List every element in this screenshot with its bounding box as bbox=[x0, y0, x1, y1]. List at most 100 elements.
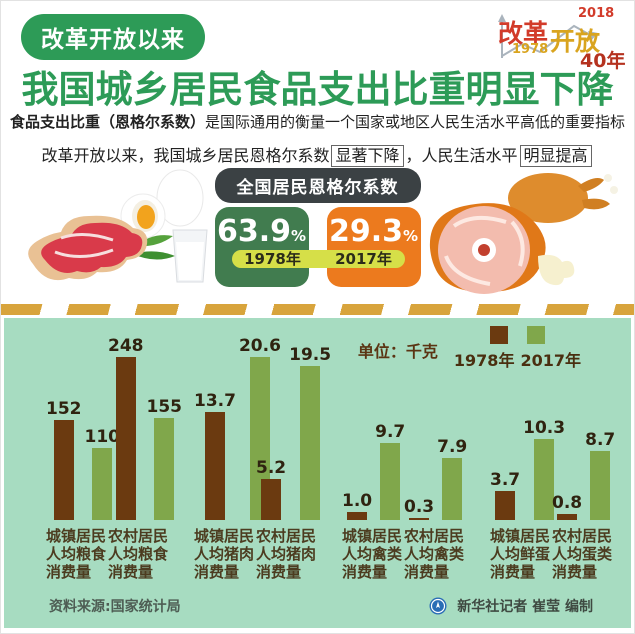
bar-value-label: 0.8 bbox=[552, 493, 583, 513]
bar-group: 13.7 20.6 城镇居民 人均猪肉 消费量 bbox=[194, 335, 281, 581]
footer: 资料来源:国家统计局 新华社记者 崔莹 编制 bbox=[4, 596, 631, 616]
logo-year-1978: 1978 bbox=[512, 42, 549, 57]
bar-group: 3.7 10.3 城镇居民 人均鲜蛋 消费量 bbox=[490, 335, 565, 581]
bar-with-value: 7.9 bbox=[437, 437, 467, 520]
engel-1978-card: 63.9% bbox=[214, 207, 309, 287]
bar-2017年 bbox=[534, 439, 555, 520]
bar-with-value: 110 bbox=[84, 427, 121, 520]
bar-cluster: 13.7 20.6 城镇居民 人均猪肉 消费量 5.2 19.5 农村居民 人均猪肉 消费… bbox=[194, 335, 331, 581]
category-label: 城镇居民 人均禽类 消费量 bbox=[342, 527, 403, 581]
bar-1978年 bbox=[347, 512, 368, 520]
trend-line-icon bbox=[498, 14, 598, 58]
bar-cluster: 1.0 9.7 城镇居民 人均禽类 消费量 0.3 7.9 农村居民 人均禽类 消费量 bbox=[342, 335, 467, 581]
bar-value-label: 155 bbox=[146, 397, 183, 417]
category-label: 农村居民 人均禽类 消费量 bbox=[404, 527, 465, 581]
bar-value-label: 0.3 bbox=[404, 497, 435, 517]
chart-legend: 单位：千克 1978年 2017年 bbox=[358, 326, 581, 371]
bar-group: 152 110 城镇居民 人均粮食 消费量 bbox=[46, 335, 120, 581]
credit-line: 新华社记者 崔莹 编制 bbox=[429, 596, 593, 616]
legend-swatch-1978 bbox=[489, 326, 508, 344]
bar-value-label: 13.7 bbox=[194, 391, 236, 411]
bar-2017年 bbox=[154, 418, 175, 520]
bar-1978年 bbox=[115, 357, 136, 520]
definition-line: 食品支出比重（恩格尔系数）是国际通用的衡量一个国家或地区人民生活水平高低的重要指… bbox=[1, 111, 634, 132]
bar-1978年 bbox=[557, 514, 578, 520]
year-1978-label: 1978年 bbox=[244, 250, 301, 268]
bar-2017年 bbox=[380, 443, 401, 520]
bar-group: 0.8 8.7 农村居民 人均蛋类 消费量 bbox=[552, 335, 616, 581]
bar-value-label: 8.7 bbox=[585, 430, 616, 450]
bar-value-label: 1.0 bbox=[342, 491, 373, 511]
engel-1978-number: 63.9 bbox=[216, 214, 291, 249]
bar-with-value: 0.3 bbox=[404, 497, 434, 520]
bar-cluster: 152 110 城镇居民 人均粮食 消费量 248 155 农村居民 人均粮食 消费量 bbox=[46, 335, 182, 581]
bar-group: 248 155 农村居民 人均粮食 消费量 bbox=[108, 335, 182, 581]
percent-sign: % bbox=[291, 227, 307, 245]
food-illustration-left bbox=[28, 169, 208, 283]
bar-value-label: 7.9 bbox=[437, 437, 468, 457]
engel-1978-value: 63.9% bbox=[215, 214, 309, 249]
xinhua-logo-icon bbox=[429, 597, 447, 615]
bar-group: 0.3 7.9 农村居民 人均禽类 消费量 bbox=[404, 335, 467, 581]
bar-value-label: 3.7 bbox=[490, 470, 521, 490]
legend-label-1978: 1978年 bbox=[453, 351, 515, 370]
data-source: 资料来源:国家统计局 bbox=[49, 599, 181, 615]
engel-2017-number: 29.3 bbox=[328, 214, 403, 249]
bar-with-value: 3.7 bbox=[490, 470, 520, 520]
logo-word-gaige: 改革 bbox=[498, 19, 549, 48]
bar-1978年 bbox=[409, 518, 430, 520]
category-label: 城镇居民 人均猪肉 消费量 bbox=[194, 527, 255, 581]
unit-label: 单位：千克 bbox=[357, 342, 438, 361]
engel-values: 63.9% 29.3% 1978年 2017年 bbox=[214, 207, 421, 287]
bar-with-value: 9.7 bbox=[375, 422, 405, 520]
bar-with-value: 248 bbox=[108, 336, 144, 520]
percent-sign: % bbox=[403, 227, 419, 245]
bar-group: 5.2 19.5 农村居民 人均猪肉 消费量 bbox=[256, 335, 331, 581]
engel-2017-card: 29.3% bbox=[326, 207, 421, 287]
summary-mid: ，人民生活水平 bbox=[405, 146, 518, 165]
reform-40years-logo: 改革 开放 2018 1978 40年 bbox=[488, 6, 626, 72]
legend-label-2017: 2017年 bbox=[520, 351, 581, 370]
food-illustration-right bbox=[429, 173, 618, 294]
engel-2017-value: 29.3% bbox=[327, 214, 421, 249]
logo-word-kaifang: 开放 bbox=[550, 27, 601, 56]
category-label: 农村居民 人均粮食 消费量 bbox=[108, 527, 169, 581]
bar-chart-panel: 单位：千克 1978年 2017年 152 110 城镇居民 人均粮食 消费量 248… bbox=[4, 318, 631, 628]
definition-rest: 是国际通用的衡量一个国家或地区人民生活水平高低的重要指标 bbox=[205, 113, 626, 131]
bar-value-label: 152 bbox=[46, 399, 82, 419]
category-label: 农村居民 人均猪肉 消费量 bbox=[256, 527, 317, 581]
bar-1978年 bbox=[204, 412, 225, 520]
bar-value-label: 20.6 bbox=[238, 336, 281, 356]
bar-cluster: 3.7 10.3 城镇居民 人均鲜蛋 消费量 0.8 8.7 农村居民 人均蛋类 消费量 bbox=[490, 335, 616, 581]
bar-value-label: 19.5 bbox=[289, 345, 332, 365]
bar-group: 1.0 9.7 城镇居民 人均禽类 消费量 bbox=[342, 335, 405, 581]
year-band: 1978年 2017年 bbox=[231, 250, 405, 268]
bar-1978年 bbox=[495, 491, 516, 520]
engel-section: 全国居民恩格尔系数 63.9% 29.3% 1978年 2017年 bbox=[1, 164, 634, 304]
credit-text: 新华社记者 崔莹 编制 bbox=[457, 599, 593, 615]
bar-with-value: 5.2 bbox=[256, 458, 286, 520]
category-label: 农村居民 人均蛋类 消费量 bbox=[552, 527, 613, 581]
bar-2017年 bbox=[300, 366, 321, 520]
logo-year-2018: 2018 bbox=[578, 6, 615, 21]
engel-panel-title: 全国居民恩格尔系数 bbox=[214, 168, 421, 203]
bar-2017年 bbox=[442, 458, 463, 520]
legend-swatch-2017 bbox=[526, 326, 545, 344]
striped-divider bbox=[1, 304, 634, 315]
bar-2017年 bbox=[590, 451, 611, 520]
category-label: 城镇居民 人均粮食 消费量 bbox=[46, 527, 107, 581]
bar-with-value: 13.7 bbox=[194, 391, 236, 520]
bar-value-label: 110 bbox=[84, 427, 121, 447]
highlight-improve: 明显提高 bbox=[519, 145, 592, 167]
category-label: 城镇居民 人均鲜蛋 消费量 bbox=[490, 527, 551, 581]
bar-1978年 bbox=[261, 479, 282, 520]
legend-keys: 1978年 2017年 bbox=[454, 326, 581, 371]
summary-line: 改革开放以来，我国城乡居民恩格尔系数 显著下降 ，人民生活水平 明显提高 bbox=[1, 142, 634, 167]
summary-pre: 改革开放以来，我国城乡居民恩格尔系数 bbox=[41, 146, 330, 165]
bar-2017年 bbox=[92, 448, 113, 520]
logo-anniversary: 40年 bbox=[580, 50, 626, 72]
era-badge: 改革开放以来 bbox=[21, 14, 205, 60]
bar-value-label: 10.3 bbox=[523, 418, 566, 438]
bar-groups: 152 110 城镇居民 人均粮食 消费量 248 155 农村居民 人均粮食 消费量 13… bbox=[4, 335, 631, 581]
